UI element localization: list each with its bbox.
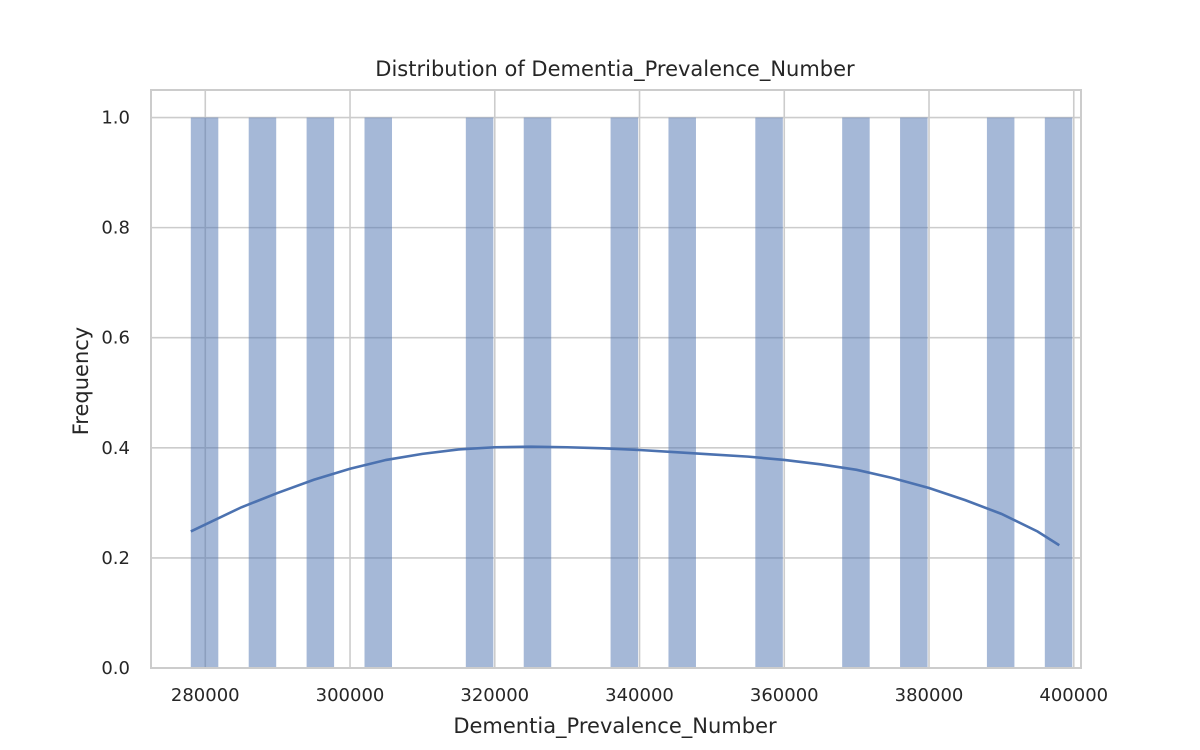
y-tick-label: 0.0	[101, 658, 130, 679]
histogram-bar	[190, 117, 219, 669]
histogram-bar	[523, 117, 552, 669]
y-tick-label: 1.0	[101, 108, 130, 129]
plot-frame	[150, 89, 1082, 669]
histogram-bar	[248, 117, 277, 669]
y-tick-label: 0.2	[101, 548, 130, 569]
kde-curve	[190, 445, 1060, 547]
x-tick-labels: 280000 300000 320000 340000 360000 380000 4000…	[171, 685, 1108, 706]
histogram-bar	[668, 117, 696, 669]
x-tick-label: 300000	[316, 685, 385, 706]
x-tick-label: 280000	[171, 685, 240, 706]
histogram-bar	[986, 117, 1015, 669]
x-axis-label: Dementia_Prevalence_Number	[453, 714, 777, 739]
x-tick-label: 320000	[460, 685, 529, 706]
histogram-bar	[610, 117, 639, 669]
histogram-bars	[190, 117, 1073, 669]
histogram-bar	[1044, 117, 1073, 669]
histogram-bar	[755, 117, 783, 669]
y-tick-label: 0.6	[101, 328, 130, 349]
x-tick-label: 360000	[750, 685, 819, 706]
y-axis-label: Frequency	[69, 327, 93, 436]
y-tick-labels: 0.0 0.2 0.4 0.6 0.8 1.0	[101, 108, 130, 679]
y-tick-label: 0.8	[101, 218, 130, 239]
histogram-bar	[465, 117, 494, 669]
histogram-bar	[306, 117, 335, 669]
histogram-bar	[364, 117, 393, 669]
histogram-bar	[842, 117, 870, 669]
x-tick-label: 400000	[1039, 685, 1108, 706]
x-tick-label: 380000	[895, 685, 964, 706]
histogram-bar	[900, 117, 928, 669]
y-tick-label: 0.4	[101, 438, 130, 459]
chart-title: Distribution of Dementia_Prevalence_Numb…	[375, 57, 855, 82]
x-tick-label: 340000	[605, 685, 674, 706]
